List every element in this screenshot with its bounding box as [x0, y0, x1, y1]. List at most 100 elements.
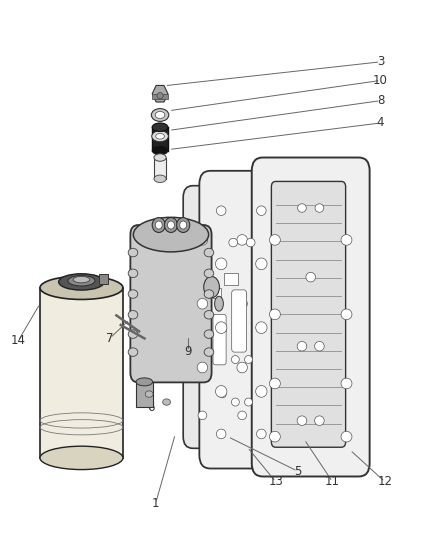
Ellipse shape — [229, 238, 237, 247]
Ellipse shape — [162, 399, 170, 405]
Text: 12: 12 — [378, 475, 392, 488]
Text: 13: 13 — [268, 475, 283, 488]
Ellipse shape — [145, 391, 153, 397]
Ellipse shape — [231, 356, 239, 364]
Bar — [136, 382, 152, 407]
Ellipse shape — [238, 411, 247, 419]
Ellipse shape — [219, 327, 226, 334]
Ellipse shape — [154, 175, 166, 182]
Ellipse shape — [152, 131, 168, 142]
Ellipse shape — [257, 429, 266, 439]
Ellipse shape — [216, 429, 226, 439]
Ellipse shape — [219, 390, 226, 398]
Ellipse shape — [155, 221, 162, 229]
Text: 9: 9 — [185, 345, 192, 358]
Bar — [152, 127, 168, 151]
Ellipse shape — [197, 235, 208, 245]
Ellipse shape — [204, 290, 214, 298]
Ellipse shape — [215, 258, 227, 270]
Ellipse shape — [59, 274, 104, 290]
Text: 8: 8 — [377, 94, 384, 107]
Ellipse shape — [297, 204, 306, 212]
Ellipse shape — [73, 277, 90, 283]
Ellipse shape — [177, 217, 190, 232]
Ellipse shape — [40, 276, 123, 300]
Ellipse shape — [256, 322, 267, 334]
Ellipse shape — [167, 221, 174, 229]
FancyBboxPatch shape — [232, 290, 247, 352]
Text: 2: 2 — [54, 284, 61, 297]
Ellipse shape — [256, 258, 267, 270]
Ellipse shape — [151, 109, 169, 122]
Text: 5: 5 — [294, 465, 301, 478]
Ellipse shape — [237, 362, 247, 373]
Ellipse shape — [197, 298, 208, 309]
Ellipse shape — [155, 133, 164, 139]
Ellipse shape — [164, 217, 177, 232]
Ellipse shape — [269, 309, 280, 320]
Ellipse shape — [257, 206, 266, 215]
Ellipse shape — [204, 248, 214, 257]
Ellipse shape — [204, 277, 219, 298]
FancyBboxPatch shape — [183, 185, 261, 448]
Ellipse shape — [128, 269, 138, 278]
Ellipse shape — [297, 416, 307, 425]
Ellipse shape — [157, 93, 163, 99]
Ellipse shape — [237, 291, 247, 301]
Ellipse shape — [269, 235, 280, 245]
Ellipse shape — [154, 154, 166, 161]
Text: 10: 10 — [373, 74, 388, 87]
Ellipse shape — [314, 416, 324, 425]
Ellipse shape — [128, 348, 138, 357]
Ellipse shape — [216, 206, 226, 215]
Bar — [99, 274, 108, 284]
Ellipse shape — [40, 446, 123, 470]
Bar — [224, 273, 238, 285]
FancyBboxPatch shape — [252, 158, 370, 477]
Ellipse shape — [237, 298, 247, 309]
Ellipse shape — [68, 276, 95, 286]
Text: 3: 3 — [377, 55, 384, 68]
Ellipse shape — [341, 235, 352, 245]
Ellipse shape — [215, 385, 227, 397]
Ellipse shape — [341, 431, 352, 442]
Ellipse shape — [155, 111, 165, 118]
Text: 1: 1 — [152, 497, 159, 510]
Ellipse shape — [152, 217, 165, 232]
Ellipse shape — [341, 378, 352, 389]
Text: 7: 7 — [106, 332, 113, 345]
Bar — [152, 94, 168, 99]
Text: 14: 14 — [11, 334, 26, 348]
Text: 4: 4 — [377, 117, 384, 130]
Ellipse shape — [152, 123, 168, 132]
FancyBboxPatch shape — [272, 181, 346, 447]
FancyBboxPatch shape — [199, 171, 285, 469]
Ellipse shape — [237, 235, 247, 245]
Ellipse shape — [341, 309, 352, 320]
Ellipse shape — [244, 356, 252, 364]
Polygon shape — [40, 288, 123, 458]
Ellipse shape — [215, 322, 227, 334]
Ellipse shape — [198, 411, 207, 419]
Ellipse shape — [204, 348, 214, 357]
Ellipse shape — [231, 398, 239, 406]
Ellipse shape — [315, 204, 324, 212]
Ellipse shape — [197, 362, 208, 373]
Ellipse shape — [244, 398, 252, 406]
Ellipse shape — [204, 330, 214, 338]
Ellipse shape — [152, 147, 168, 155]
Ellipse shape — [269, 378, 280, 389]
Ellipse shape — [133, 217, 208, 252]
Text: 11: 11 — [325, 475, 340, 488]
Ellipse shape — [128, 248, 138, 257]
Ellipse shape — [215, 296, 223, 311]
Ellipse shape — [128, 290, 138, 298]
FancyBboxPatch shape — [213, 314, 226, 365]
FancyBboxPatch shape — [131, 225, 212, 382]
Ellipse shape — [136, 378, 152, 386]
Ellipse shape — [256, 385, 267, 397]
Ellipse shape — [204, 311, 214, 319]
Bar — [154, 158, 166, 179]
Ellipse shape — [246, 238, 255, 247]
Ellipse shape — [204, 269, 214, 278]
